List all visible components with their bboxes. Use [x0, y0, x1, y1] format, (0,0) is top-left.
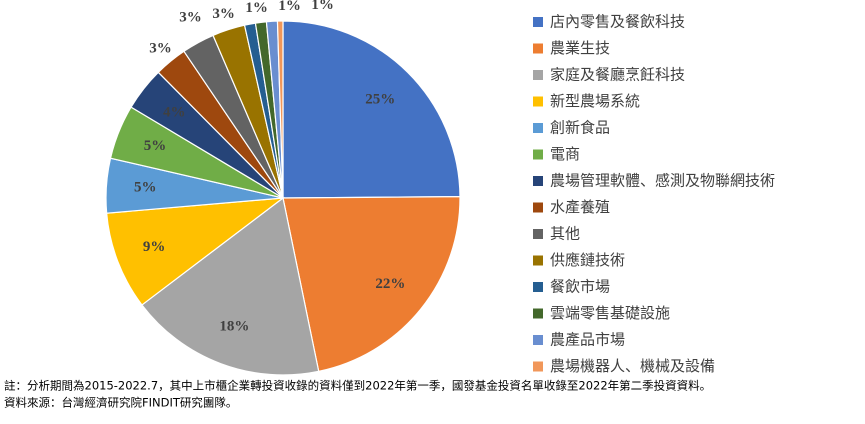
annotation: 資料來源：台灣經濟研究院FINDIT研究團隊。	[4, 396, 237, 410]
legend-swatch	[533, 43, 543, 54]
legend-swatch	[533, 229, 543, 239]
data-label: 5%	[134, 180, 157, 196]
legend-label: 農產品市場	[550, 331, 625, 349]
legend-label: 其他	[550, 225, 580, 243]
legend-label: 家庭及餐廳烹飪科技	[550, 66, 685, 84]
data-label: 4%	[163, 104, 186, 120]
pie-slice	[282, 196, 461, 373]
data-label: 3%	[149, 40, 172, 56]
legend-swatch	[533, 17, 543, 27]
pie-slice	[106, 197, 286, 306]
pie-slice	[282, 20, 461, 199]
data-label: 22%	[375, 276, 405, 292]
legend-swatch	[533, 202, 543, 213]
legend-label: 餐飲市場	[550, 278, 610, 296]
legend-label: 供應鏈技術	[550, 251, 625, 269]
data-label: 5%	[144, 138, 167, 154]
legend-swatch	[533, 308, 543, 319]
legend-swatch	[533, 96, 543, 107]
legend-label: 店內零售及餐飲科技	[550, 13, 685, 31]
legend-label: 電商	[550, 145, 580, 163]
data-label: 3%	[179, 9, 202, 25]
data-label: 18%	[219, 319, 249, 335]
legend-swatch	[533, 255, 543, 266]
legend-swatch	[533, 335, 543, 345]
legend-label: 新型農場系統	[550, 92, 640, 110]
legend-label: 農場機器人、機械及設備	[550, 357, 715, 375]
legend-label: 農業生技	[550, 39, 610, 57]
legend-label: 創新食品	[550, 119, 610, 137]
legend-swatch	[533, 361, 543, 372]
legend-swatch	[533, 149, 543, 160]
legend-swatch	[533, 123, 543, 133]
data-label: 25%	[365, 91, 395, 107]
data-label: 9%	[143, 239, 166, 255]
legend-swatch	[533, 176, 543, 186]
data-label: 1%	[245, 0, 268, 16]
legend-label: 水產養殖	[550, 198, 610, 216]
legend-swatch	[533, 282, 543, 292]
pie-slice	[276, 20, 284, 199]
annotation: 註：分析期間為2015-2022.7，其中上市櫃企業轉投資收錄的資料僅到2022…	[4, 379, 711, 393]
pie-slice	[141, 196, 320, 376]
data-label: 1%	[311, 0, 334, 13]
legend-label: 農場管理軟體、感測及物聯網技術	[550, 172, 775, 190]
data-label: 1%	[278, 0, 301, 14]
legend-swatch	[533, 70, 543, 80]
legend-label: 雲端零售基礎設施	[550, 304, 670, 322]
data-label: 3%	[212, 6, 235, 22]
